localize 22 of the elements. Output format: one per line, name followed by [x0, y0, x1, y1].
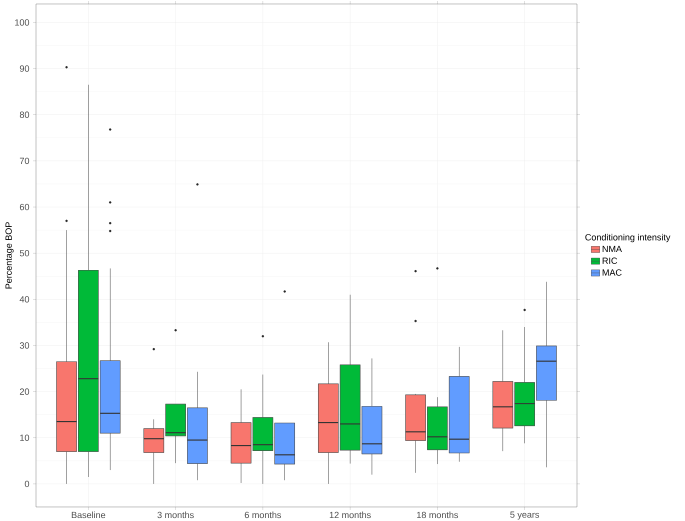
legend-label: NMA	[602, 246, 622, 252]
x-tick-label: Baseline	[72, 512, 106, 518]
legend-title: Conditioning intensity	[585, 234, 670, 242]
x-tick-label: 3 months	[157, 512, 194, 518]
x-tick-label: 6 months	[244, 512, 282, 518]
y-tick-label: 0	[24, 480, 30, 488]
x-tick-label: 12 months	[330, 512, 371, 518]
y-tick-label: 100	[15, 19, 30, 26]
y-tick-label: 40	[20, 296, 30, 303]
y-tick-label: 20	[20, 388, 30, 395]
y-axis-title: Percentage BOP	[5, 222, 14, 289]
y-tick-label: 80	[20, 112, 30, 118]
legend-label: RIC	[602, 258, 618, 264]
y-tick-label: 70	[20, 158, 30, 164]
y-tick-label: 60	[20, 204, 30, 210]
y-tick-label: 50	[20, 250, 30, 256]
x-tick-label: 18 months	[417, 512, 458, 518]
y-tick-label: 90	[20, 65, 30, 72]
x-tick-label: 5 years	[510, 512, 540, 520]
y-tick-label: 10	[20, 434, 30, 441]
legend-label: MAC	[602, 269, 622, 276]
y-tick-label: 30	[20, 342, 30, 349]
